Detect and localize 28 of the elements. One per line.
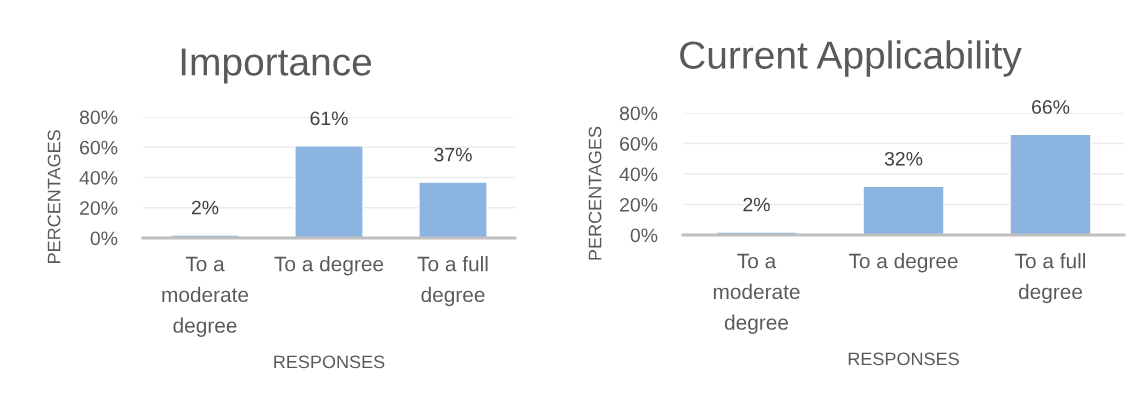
y-axis-title: PERCENTAGES bbox=[47, 130, 61, 263]
y-tick-label: 80% bbox=[619, 106, 658, 121]
y-tick-label: 40% bbox=[79, 170, 118, 185]
y-tick-label: 0% bbox=[630, 228, 658, 243]
y-tick-label: 60% bbox=[620, 136, 658, 151]
chart-title: Current Applicability bbox=[680, 40, 1022, 77]
x-axis-title: RESPONSES bbox=[848, 352, 959, 366]
y-tick-label: 0% bbox=[90, 231, 118, 246]
y-tick-label: 80% bbox=[79, 110, 118, 125]
y-tick-label: 20% bbox=[620, 197, 658, 212]
x-tick-label: To a degree bbox=[274, 256, 384, 276]
y-tick-label: 40% bbox=[619, 167, 658, 182]
x-tick-label: To a moderate degree bbox=[713, 253, 800, 334]
y-tick-label: 20% bbox=[80, 201, 118, 215]
x-tick-label: To a moderate degree bbox=[162, 256, 249, 337]
x-tick-label: To a degree bbox=[848, 253, 958, 273]
x-tick-label: To a full degree bbox=[417, 256, 488, 307]
chart-title: Importance bbox=[181, 48, 372, 84]
data-label: 66% bbox=[1032, 100, 1070, 114]
data-label: 61% bbox=[310, 111, 348, 126]
y-tick-label: 60% bbox=[80, 140, 118, 155]
x-tick-label: To a full degree bbox=[1015, 253, 1085, 304]
data-label: 2% bbox=[743, 197, 770, 212]
data-label: 2% bbox=[191, 200, 219, 215]
data-label: 37% bbox=[434, 147, 472, 162]
data-label: 32% bbox=[884, 151, 923, 166]
x-axis-title: RESPONSES bbox=[274, 355, 385, 369]
y-axis-title: PERCENTAGES bbox=[588, 126, 602, 260]
